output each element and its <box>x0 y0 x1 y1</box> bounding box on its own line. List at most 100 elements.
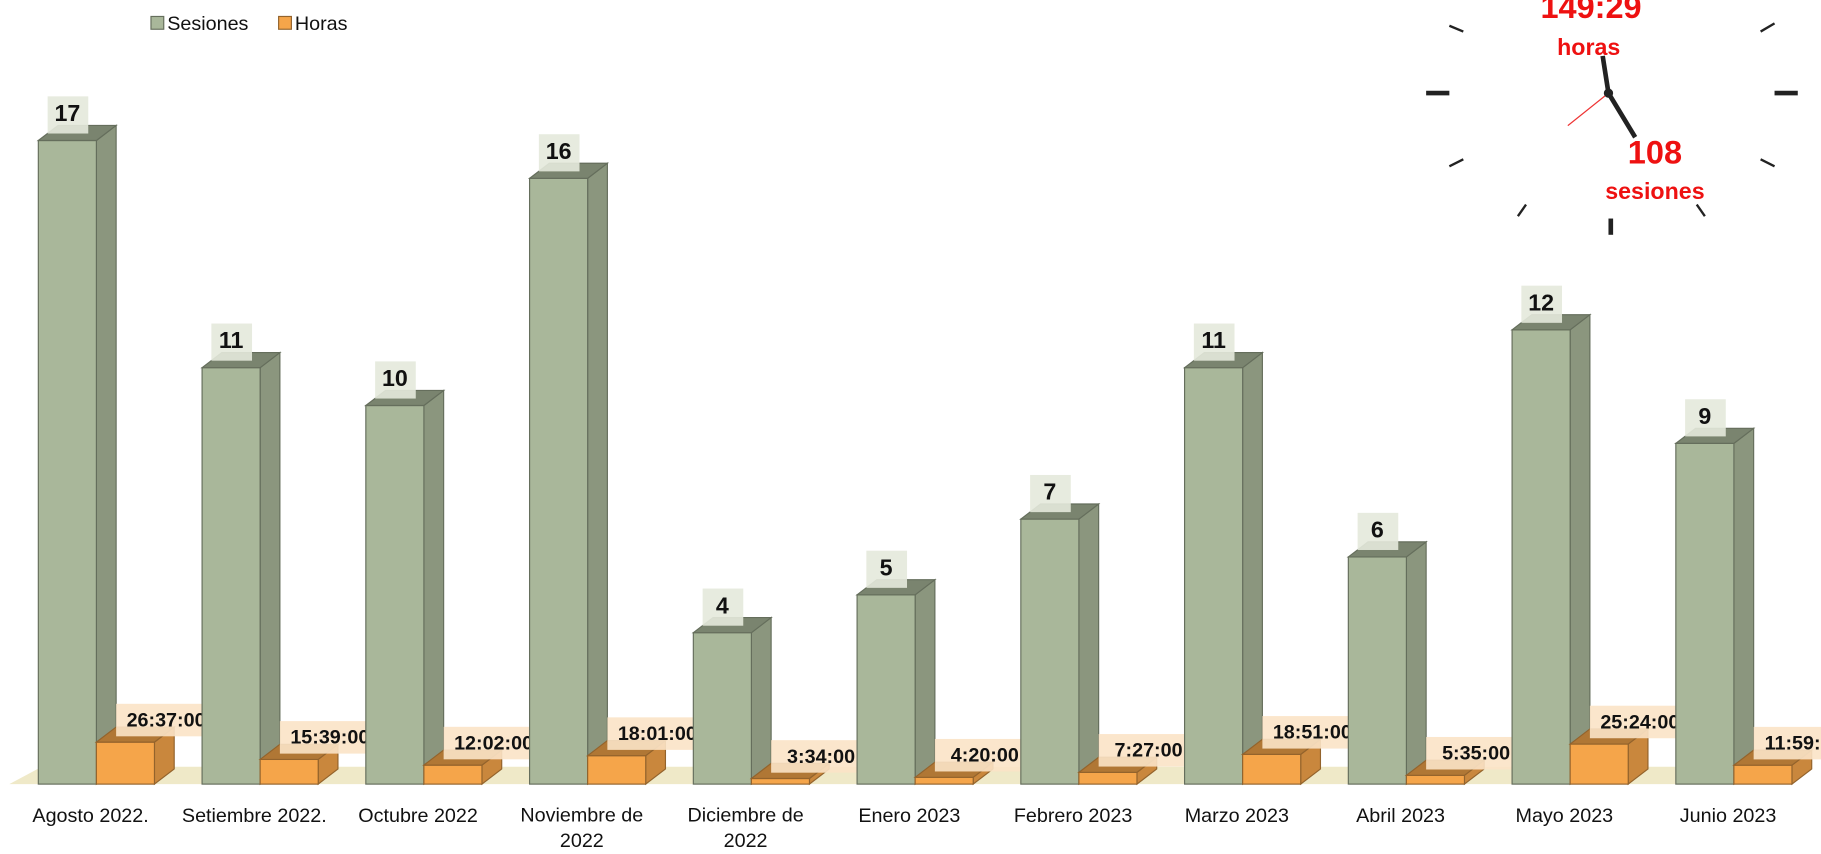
bar-side <box>914 578 936 786</box>
bar-front <box>587 755 647 785</box>
bar-front <box>1511 329 1571 785</box>
value-label-bg <box>866 550 908 588</box>
value-label-bg <box>771 740 872 773</box>
value-label-bg <box>934 738 1035 772</box>
bar-front <box>1020 518 1080 785</box>
bar <box>855 578 937 786</box>
clock-hand <box>1567 92 1609 127</box>
clock-center <box>1603 88 1614 98</box>
value-label: 15:39:00 <box>290 727 369 749</box>
bar <box>1346 540 1428 786</box>
value-label: 16 <box>546 138 572 164</box>
bar-front <box>1675 442 1735 785</box>
bar-side <box>1405 540 1427 786</box>
legend-swatch <box>278 15 292 30</box>
bar <box>1674 427 1756 786</box>
total-hours: 149:29 <box>1540 0 1641 25</box>
bar-front <box>259 758 319 785</box>
value-label-bg <box>375 361 416 399</box>
value-label: 5:35:00 <box>1442 743 1510 765</box>
value-label: 25:24:00 <box>1600 711 1679 733</box>
bar-side <box>587 162 608 786</box>
bar-side <box>750 616 772 786</box>
value-label-bg <box>702 588 744 626</box>
bar-side <box>1733 427 1755 786</box>
bar-front <box>692 632 752 785</box>
bar-front <box>423 764 483 785</box>
bar <box>1510 313 1592 786</box>
bar <box>691 616 773 786</box>
value-label: 5 <box>880 554 893 580</box>
bar <box>364 389 446 786</box>
value-label-bg <box>538 134 580 172</box>
bar-front <box>1183 367 1244 785</box>
value-label: 11 <box>219 327 244 353</box>
value-label-bg <box>1262 716 1363 749</box>
value-label: 4 <box>716 592 729 618</box>
bar <box>200 351 282 786</box>
x-tick-label: Junio 2023 <box>1680 805 1777 827</box>
value-label-bg <box>1753 726 1821 760</box>
bar-front <box>1405 774 1466 785</box>
value-label: 11 <box>1201 327 1226 353</box>
bar-side <box>423 389 445 786</box>
sessions-label: sesiones <box>1605 178 1704 204</box>
value-label: 7:27:00 <box>1115 740 1183 762</box>
value-label: 18:51:00 <box>1273 722 1352 744</box>
value-label-bg <box>443 726 544 760</box>
value-label: 10 <box>382 365 408 391</box>
value-label-bg <box>1098 734 1199 767</box>
x-tick-label: Mayo 2023 <box>1516 805 1614 827</box>
value-label: 12:02:00 <box>454 732 533 754</box>
legend-label: Sesiones <box>167 13 248 35</box>
bar-front <box>528 177 589 785</box>
value-label-bg <box>1521 285 1563 323</box>
legend-swatch <box>150 15 165 30</box>
legend-label: Horas <box>295 13 348 35</box>
value-label-bg <box>1193 323 1235 361</box>
bar-front <box>37 139 97 785</box>
bar-front <box>1242 753 1302 785</box>
value-label: 4:20:00 <box>951 745 1019 767</box>
value-label: 17 <box>54 100 80 126</box>
bar-front <box>1078 771 1138 785</box>
value-label-bg <box>279 721 380 754</box>
bar-side <box>1078 502 1100 786</box>
value-label-bg <box>211 323 253 361</box>
bar-side <box>1569 313 1591 786</box>
bar-side <box>95 124 117 786</box>
clock-hand <box>1606 91 1638 139</box>
x-tick-label: Marzo 2023 <box>1185 805 1289 827</box>
value-label: 3:34:00 <box>787 746 855 768</box>
value-label-bg <box>1589 705 1690 739</box>
value-label: 7 <box>1043 479 1056 505</box>
total-sessions: 108 <box>1628 134 1682 170</box>
value-label: 12 <box>1528 289 1554 315</box>
x-tick-label: Noviembre de 2022 <box>520 805 643 853</box>
value-label-bg <box>1685 399 1726 437</box>
bar-front <box>856 594 916 785</box>
clock-hand <box>1600 55 1611 94</box>
bar-front <box>1569 743 1629 785</box>
x-tick-label: Setiembre 2022. <box>182 805 327 827</box>
clock-ticks <box>1426 22 1798 235</box>
value-label: 26:37:00 <box>127 709 206 731</box>
bar-front <box>201 367 261 785</box>
x-tick-label: Enero 2023 <box>858 805 960 827</box>
bar-front <box>1347 556 1407 785</box>
bar-front <box>365 404 425 785</box>
value-label-bg <box>1030 474 1071 513</box>
value-label-bg <box>116 703 217 737</box>
hours-label: horas <box>1557 34 1620 60</box>
bar-front <box>1733 764 1793 785</box>
x-tick-label: Febrero 2023 <box>1014 805 1133 827</box>
value-label: 6 <box>1371 517 1384 543</box>
bar <box>1182 351 1265 786</box>
value-label-bg <box>1426 736 1527 770</box>
value-label: 9 <box>1698 403 1711 429</box>
x-tick-label: Diciembre de 2022 <box>687 805 803 853</box>
x-tick-label: Abril 2023 <box>1356 805 1445 827</box>
bar-front <box>750 777 811 785</box>
